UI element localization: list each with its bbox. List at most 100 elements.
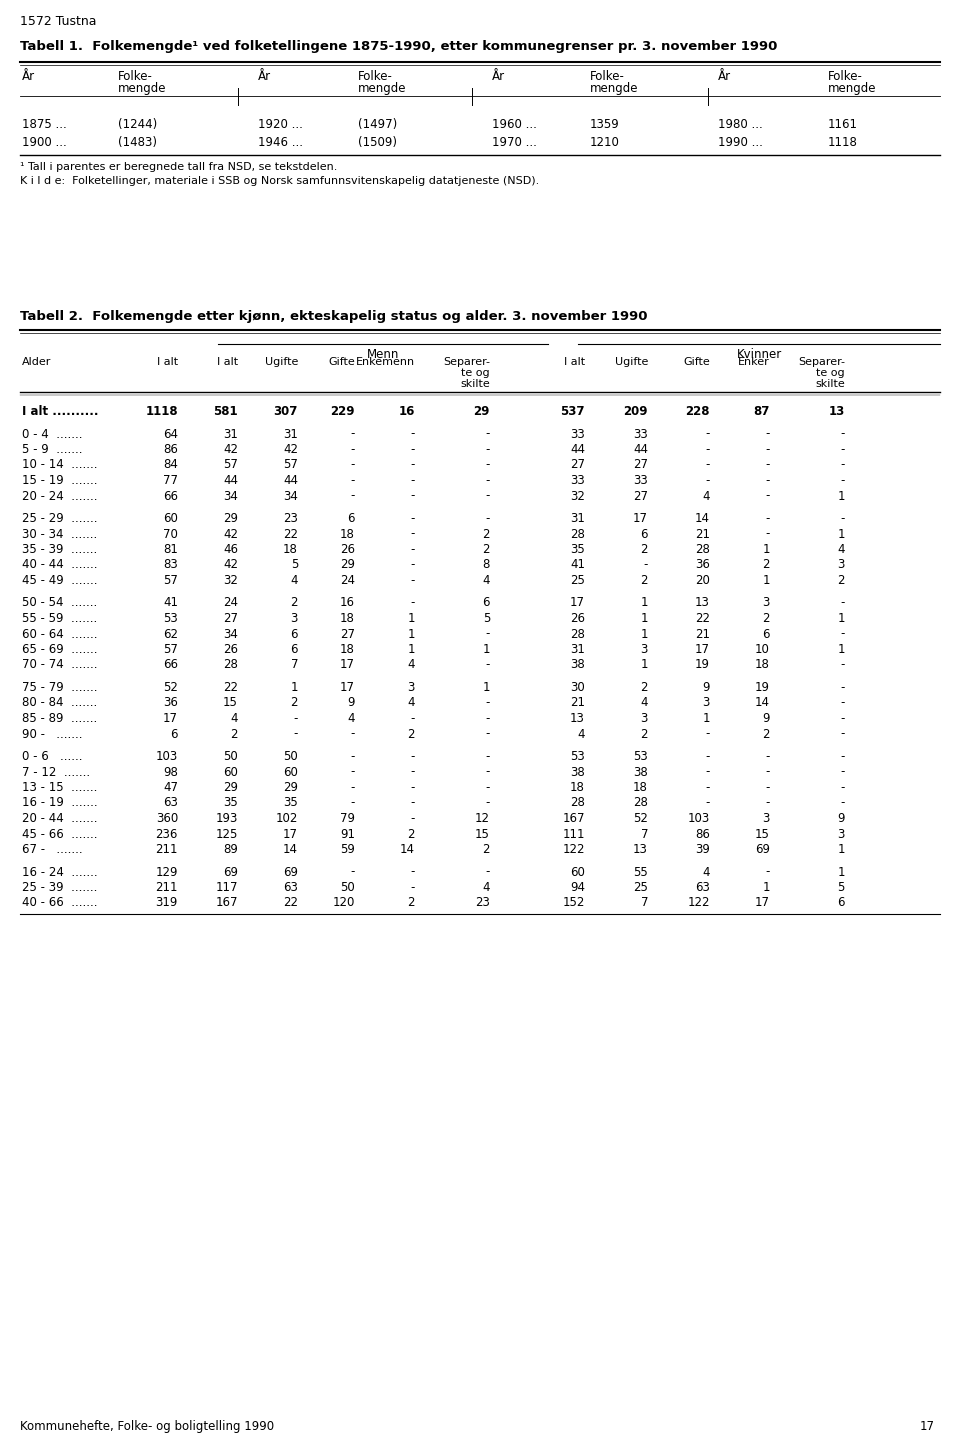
Text: 27: 27 xyxy=(633,459,648,472)
Text: 50: 50 xyxy=(283,749,298,762)
Text: 60: 60 xyxy=(283,765,298,778)
Text: 2: 2 xyxy=(291,596,298,609)
Text: 52: 52 xyxy=(634,812,648,825)
Text: -: - xyxy=(350,728,355,741)
Text: 117: 117 xyxy=(215,881,238,894)
Text: -: - xyxy=(411,490,415,503)
Text: -: - xyxy=(706,443,710,456)
Text: 14: 14 xyxy=(283,843,298,856)
Text: 14: 14 xyxy=(755,696,770,709)
Text: -: - xyxy=(766,427,770,440)
Text: 3: 3 xyxy=(838,559,845,572)
Text: 16: 16 xyxy=(398,404,415,417)
Text: 15: 15 xyxy=(475,827,490,840)
Text: -: - xyxy=(766,781,770,794)
Text: 36: 36 xyxy=(695,559,710,572)
Text: 55: 55 xyxy=(634,865,648,878)
Text: 1: 1 xyxy=(837,490,845,503)
Text: -: - xyxy=(766,749,770,762)
Text: 17: 17 xyxy=(283,827,298,840)
Text: 50: 50 xyxy=(340,881,355,894)
Text: -: - xyxy=(706,797,710,810)
Text: -: - xyxy=(766,797,770,810)
Text: -: - xyxy=(350,427,355,440)
Text: Gifte: Gifte xyxy=(684,357,710,367)
Text: 10: 10 xyxy=(756,643,770,656)
Text: 26: 26 xyxy=(570,612,585,625)
Text: -: - xyxy=(766,490,770,503)
Text: -: - xyxy=(643,559,648,572)
Text: 34: 34 xyxy=(283,490,298,503)
Text: 13: 13 xyxy=(570,712,585,725)
Text: 63: 63 xyxy=(163,797,178,810)
Text: 45 - 49  .......: 45 - 49 ....... xyxy=(22,575,98,588)
Text: 1946 ...: 1946 ... xyxy=(258,136,303,149)
Text: 1990 ...: 1990 ... xyxy=(718,136,763,149)
Text: 25 - 39  .......: 25 - 39 ....... xyxy=(22,881,97,894)
Text: 4: 4 xyxy=(640,696,648,709)
Text: (1483): (1483) xyxy=(118,136,157,149)
Text: 1: 1 xyxy=(837,865,845,878)
Text: mengde: mengde xyxy=(590,82,638,95)
Text: År: År xyxy=(718,69,732,82)
Text: 60 - 64  .......: 60 - 64 ....... xyxy=(22,628,98,641)
Text: 16: 16 xyxy=(340,596,355,609)
Text: -: - xyxy=(841,474,845,487)
Text: -: - xyxy=(766,459,770,472)
Text: 94: 94 xyxy=(570,881,585,894)
Text: 77: 77 xyxy=(163,474,178,487)
Text: 22: 22 xyxy=(695,612,710,625)
Text: 1: 1 xyxy=(837,643,845,656)
Text: -: - xyxy=(411,712,415,725)
Text: 6: 6 xyxy=(837,897,845,910)
Text: 87: 87 xyxy=(754,404,770,417)
Text: -: - xyxy=(411,474,415,487)
Text: 79: 79 xyxy=(340,812,355,825)
Text: 24: 24 xyxy=(223,596,238,609)
Text: -: - xyxy=(766,865,770,878)
Text: 1359: 1359 xyxy=(590,118,620,131)
Text: 2: 2 xyxy=(291,696,298,709)
Text: 22: 22 xyxy=(283,897,298,910)
Text: 23: 23 xyxy=(475,897,490,910)
Text: 229: 229 xyxy=(330,404,355,417)
Text: -: - xyxy=(706,765,710,778)
Text: 125: 125 xyxy=(216,827,238,840)
Text: 1: 1 xyxy=(762,881,770,894)
Text: 1920 ...: 1920 ... xyxy=(258,118,302,131)
Text: -: - xyxy=(411,527,415,540)
Text: 12: 12 xyxy=(475,812,490,825)
Text: 16 - 19  .......: 16 - 19 ....... xyxy=(22,797,98,810)
Text: 2: 2 xyxy=(640,575,648,588)
Text: -: - xyxy=(486,781,490,794)
Text: 122: 122 xyxy=(563,843,585,856)
Text: 27: 27 xyxy=(340,628,355,641)
Text: Kommunehefte, Folke- og boligtelling 1990: Kommunehefte, Folke- og boligtelling 199… xyxy=(20,1419,275,1432)
Text: 50: 50 xyxy=(224,749,238,762)
Text: 17: 17 xyxy=(163,712,178,725)
Text: Tabell 2.  Folkemengde etter kjønn, ekteskapelig status og alder. 3. november 19: Tabell 2. Folkemengde etter kjønn, ektes… xyxy=(20,310,647,323)
Text: 1: 1 xyxy=(640,658,648,671)
Text: 69: 69 xyxy=(223,865,238,878)
Text: 13: 13 xyxy=(828,404,845,417)
Text: 28: 28 xyxy=(695,543,710,556)
Text: 63: 63 xyxy=(695,881,710,894)
Text: 4: 4 xyxy=(703,865,710,878)
Text: 167: 167 xyxy=(215,897,238,910)
Text: 84: 84 xyxy=(163,459,178,472)
Text: 22: 22 xyxy=(223,682,238,695)
Text: -: - xyxy=(706,749,710,762)
Text: 3: 3 xyxy=(291,612,298,625)
Text: 13: 13 xyxy=(695,596,710,609)
Text: K i l d e:  Folketellinger, materiale i SSB og Norsk samfunnsvitenskapelig datat: K i l d e: Folketellinger, materiale i S… xyxy=(20,176,540,186)
Text: 2: 2 xyxy=(483,543,490,556)
Text: 18: 18 xyxy=(340,643,355,656)
Text: 17: 17 xyxy=(755,897,770,910)
Text: 81: 81 xyxy=(163,543,178,556)
Text: 2: 2 xyxy=(762,728,770,741)
Text: 4: 4 xyxy=(703,490,710,503)
Text: 122: 122 xyxy=(687,897,710,910)
Text: -: - xyxy=(841,696,845,709)
Text: -: - xyxy=(411,543,415,556)
Text: 1: 1 xyxy=(407,643,415,656)
